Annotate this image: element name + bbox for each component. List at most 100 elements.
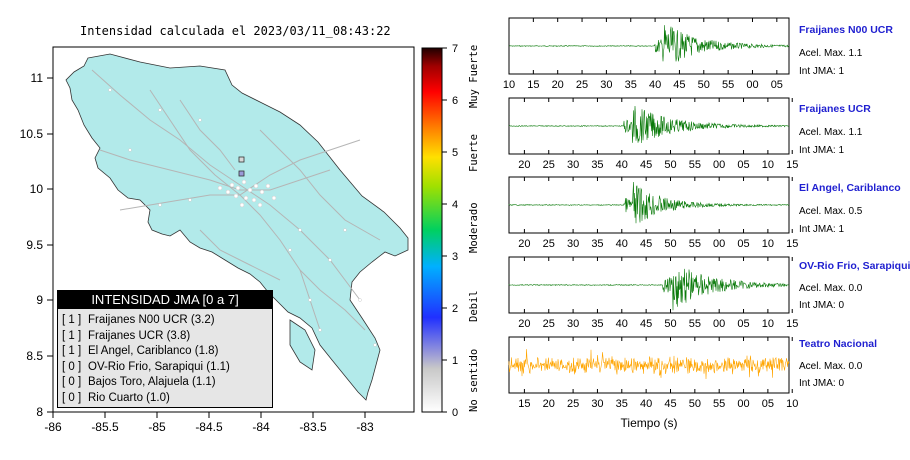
waveform-tick-label: 15	[786, 318, 798, 330]
station-acel: Acel. Max. 0.0	[799, 283, 863, 294]
waveform-xlabel: Tiempo (s)	[621, 416, 678, 430]
lat-tick-label: 10	[30, 182, 44, 196]
waveform-tick-label: 20	[543, 398, 555, 410]
waveform-tick-label: 00	[737, 398, 749, 410]
waveform-tick-label: 20	[552, 79, 564, 91]
waveform-tick-label: 45	[640, 238, 652, 250]
station-title: El Angel, Cariblanco	[799, 182, 901, 194]
lat-tick-label: 9	[36, 293, 43, 307]
legend-level: [ 1 ]	[62, 314, 82, 326]
waveform-tick-label: 35	[625, 79, 637, 91]
station-title: Teatro Nacional	[799, 338, 877, 350]
waveform-tick-label: 20	[518, 318, 530, 330]
waveform-tick-label: 00	[713, 159, 725, 171]
waveform-tick-label: 25	[543, 238, 555, 250]
map-axes	[47, 77, 366, 418]
legend-station: Fraijanes N00 UCR (3.2)	[88, 314, 215, 326]
waveform-tick-label: 25	[543, 318, 555, 330]
road-network	[91, 69, 381, 331]
waveform-tick-label: 10	[762, 238, 774, 250]
waveform-tick-label: 50	[664, 238, 676, 250]
legend-item: [ 1 ] Fraijanes N00 UCR (3.2)	[62, 313, 272, 329]
waveform-trace	[508, 181, 790, 224]
station-marker-intensity-1b[interactable]	[238, 170, 245, 177]
legend-level: [ 0 ]	[62, 391, 82, 404]
waveform-tick-label: 05	[762, 398, 774, 410]
station-int: Int JMA: 1	[799, 224, 845, 235]
lon-tick-label: -85	[148, 420, 166, 434]
waveform-tick-label: 30	[567, 318, 579, 330]
legend-station: El Angel, Cariblanco (1.8)	[88, 345, 219, 358]
lon-tick-label: -84	[252, 420, 270, 434]
waveform-tick-label: 15	[527, 79, 539, 91]
waveform-tick-label: 10	[762, 159, 774, 171]
legend-level: [ 1 ]	[62, 329, 82, 342]
waveform-tick-label: 45	[640, 318, 652, 330]
legend-level: [ 1 ]	[62, 345, 82, 358]
waveform-tick-label: 55	[689, 159, 701, 171]
waveform-tick-label: 10	[503, 79, 515, 91]
station-int: Int JMA: 0	[799, 378, 845, 389]
waveform-tick-label: 00	[713, 318, 725, 330]
station-title: Fraijanes UCR	[799, 103, 871, 115]
costa-rica-land	[65, 53, 409, 401]
waveform-tick-label: 35	[591, 238, 603, 250]
waveform-trace	[508, 268, 790, 311]
legend-item: [ 0 ] Bajos Toro, Alajuela (1.1)	[62, 375, 272, 391]
station-int: Int JMA: 1	[799, 66, 845, 77]
peninsula-land	[289, 319, 316, 371]
legend-item: [ 1 ] El Angel, Cariblanco (1.8)	[62, 344, 272, 360]
lon-tick-label: -83.5	[299, 420, 327, 434]
waveform-tick-label: 10	[762, 318, 774, 330]
map-title: Intensidad calculada el 2023/03/11_08:43…	[80, 24, 391, 38]
waveform-tick-label: 35	[616, 398, 628, 410]
waveform-tick-label: 05	[737, 159, 749, 171]
waveform-tick-label: 30	[600, 79, 612, 91]
lon-tick-label: -85.5	[91, 420, 119, 434]
waveform-tick-label: 50	[664, 318, 676, 330]
waveform-tick-label: 45	[640, 159, 652, 171]
waveform-tick-label: 35	[591, 318, 603, 330]
lon-tick-label: -86	[44, 420, 62, 434]
waveform-tick-label: 40	[616, 238, 628, 250]
legend-title: INTENSIDAD JMA [0 a 7]	[58, 291, 272, 309]
waveform-tick-label: 00	[713, 238, 725, 250]
legend-level: [ 0 ]	[62, 376, 82, 389]
legend-station: Bajos Toro, Alajuela (1.1)	[88, 376, 216, 389]
waveform-tick-label: 15	[786, 238, 798, 250]
waveform-tick-label: 55	[713, 398, 725, 410]
waveform-tick-label: 25	[543, 159, 555, 171]
waveform-tick-label: 40	[616, 159, 628, 171]
lat-tick-label: 10.5	[20, 127, 44, 141]
waveform-tick-label: 40	[616, 318, 628, 330]
waveform-tick-label: 50	[664, 159, 676, 171]
station-acel: Acel. Max. 1.1	[799, 127, 863, 138]
waveform-tick-label: 30	[567, 159, 579, 171]
lat-tick-label: 11	[31, 71, 44, 85]
waveform-tick-label: 45	[673, 79, 685, 91]
waveform-tick-label: 00	[746, 79, 758, 91]
station-title: OV-Rio Frio, Sarapiqui	[799, 260, 910, 272]
station-marker-intensity-1[interactable]	[238, 156, 245, 163]
legend-station: Rio Cuarto (1.0)	[88, 391, 170, 404]
intensity-legend: INTENSIDAD JMA [0 a 7] [ 1 ] Fraijanes N0…	[57, 290, 273, 408]
waveform-tick-label: 20	[518, 159, 530, 171]
waveform-tick-label: 45	[664, 398, 676, 410]
waveform-tick-label: 30	[591, 398, 603, 410]
waveform-trace	[508, 349, 790, 380]
lat-tick-label: 8.5	[26, 349, 43, 363]
waveform-tick-label: 50	[698, 79, 710, 91]
legend-item: [ 0 ] OV-Rio Frio, Sarapiqui (1.1)	[62, 360, 272, 376]
waveform-tick-label: 50	[689, 398, 701, 410]
waveform-tick-label: 40	[649, 79, 661, 91]
lon-tick-label: -84.5	[195, 420, 223, 434]
station-acel: Acel. Max. 1.1	[799, 48, 863, 59]
station-title: Fraijanes N00 UCR	[799, 24, 893, 36]
lon-tick-label: -83	[356, 420, 374, 434]
waveform-trace	[508, 105, 790, 144]
legend-station: Fraijanes UCR (3.8)	[88, 329, 191, 342]
waveform-tick-label: 30	[567, 238, 579, 250]
legend-item: [ 1 ] Fraijanes UCR (3.8)	[62, 329, 272, 345]
station-dots	[108, 88, 377, 347]
